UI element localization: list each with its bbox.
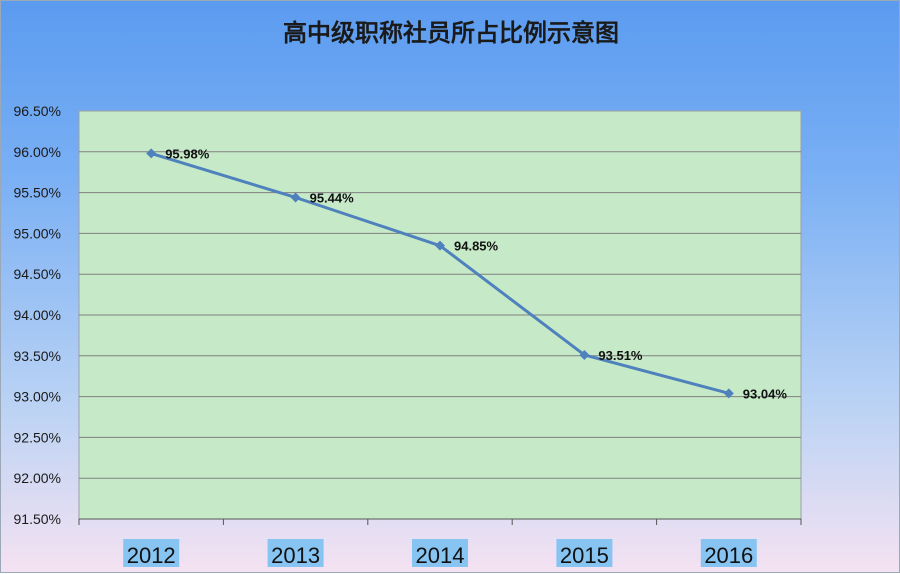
axes: 96.50% 96.00% 95.50% 95.00% 94.50% 94.00% 93.5…	[14, 103, 802, 568]
data-label: 95.44%	[310, 190, 355, 205]
chart-title: 高中级职称社员所占比例示意图	[283, 19, 619, 47]
x-tick-label: 2015	[560, 543, 609, 568]
y-tick-label: 95.00%	[14, 225, 61, 241]
y-tick-label: 96.00%	[14, 144, 61, 160]
data-point	[435, 240, 445, 251]
data-point	[146, 148, 157, 159]
y-tick-label: 94.50%	[14, 266, 61, 282]
y-tick-label: 91.50%	[14, 511, 61, 527]
y-tick-label: 94.00%	[14, 307, 61, 323]
data-point	[579, 349, 590, 360]
data-label: 94.85%	[454, 239, 499, 254]
data-point	[723, 388, 734, 399]
y-tick-label: 93.00%	[14, 389, 61, 405]
x-tick-highlight	[123, 539, 180, 567]
gridlines	[79, 151, 801, 479]
series-layer	[146, 148, 734, 399]
y-tick-label: 92.50%	[14, 429, 61, 445]
data-label: 93.04%	[743, 386, 788, 401]
y-tick-label: 95.50%	[14, 185, 61, 201]
x-tick-highlight	[267, 539, 324, 567]
data-point	[290, 192, 301, 203]
x-tick-highlight	[412, 539, 468, 567]
y-tick-label: 93.50%	[14, 348, 61, 364]
x-tick-label: 2013	[271, 543, 320, 568]
x-tick-highlight	[700, 539, 757, 567]
x-tick-label: 2012	[127, 543, 176, 568]
y-tick-label: 92.00%	[14, 470, 61, 486]
data-labels: 95.98% 95.44% 94.85% 93.51% 93.04%	[165, 146, 787, 401]
x-tick-highlight	[556, 539, 613, 567]
x-tick-label: 2014	[416, 543, 465, 568]
x-tick-label: 2016	[704, 543, 753, 568]
y-tick-label: 96.50%	[14, 103, 61, 119]
data-label: 95.98%	[165, 146, 210, 161]
data-label: 93.51%	[598, 348, 643, 363]
